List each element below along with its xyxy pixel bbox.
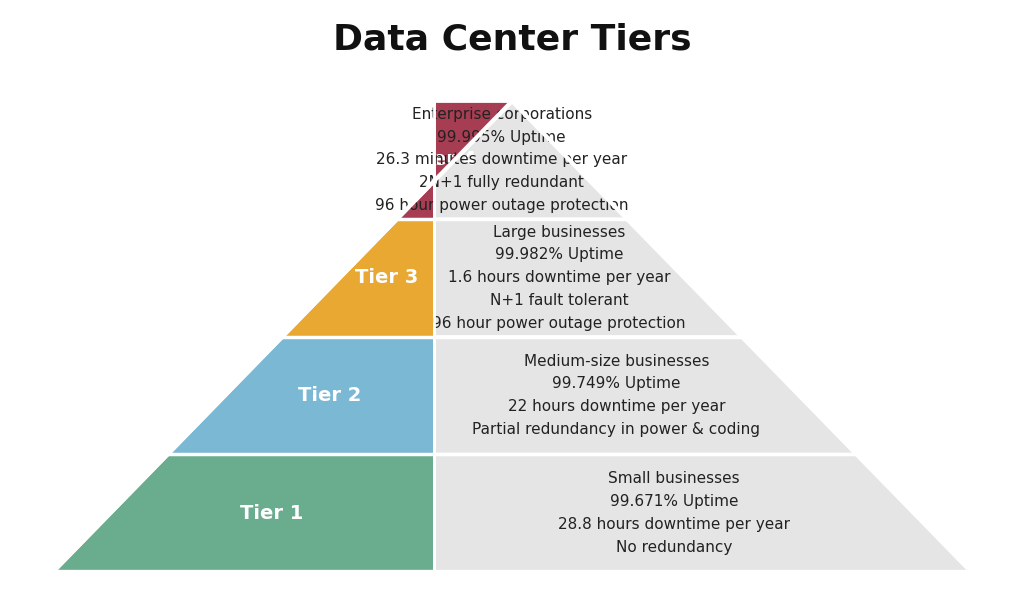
Text: Medium-size businesses
99.749% Uptime
22 hours downtime per year
Partial redunda: Medium-size businesses 99.749% Uptime 22… [472, 353, 761, 437]
Polygon shape [53, 454, 434, 572]
Text: Tier 1: Tier 1 [241, 503, 304, 522]
Text: Enterprise corporations
99.995% Uptime
26.3 minutes downtime per year
2N+1 fully: Enterprise corporations 99.995% Uptime 2… [375, 107, 629, 213]
Polygon shape [434, 336, 856, 454]
Polygon shape [434, 454, 971, 572]
Polygon shape [283, 219, 434, 336]
Text: Large businesses
99.982% Uptime
1.6 hours downtime per year
N+1 fault tolerant
9: Large businesses 99.982% Uptime 1.6 hour… [432, 225, 686, 331]
Polygon shape [168, 336, 434, 454]
Polygon shape [397, 101, 512, 219]
Text: Small businesses
99.671% Uptime
28.8 hours downtime per year
No redundancy: Small businesses 99.671% Uptime 28.8 hou… [558, 471, 790, 555]
Text: Data Center Tiers: Data Center Tiers [333, 23, 691, 57]
Text: Tier 2: Tier 2 [298, 386, 361, 405]
Text: Tier 4: Tier 4 [413, 151, 476, 170]
Polygon shape [434, 219, 741, 336]
Polygon shape [434, 101, 627, 219]
Text: Tier 3: Tier 3 [355, 268, 419, 287]
